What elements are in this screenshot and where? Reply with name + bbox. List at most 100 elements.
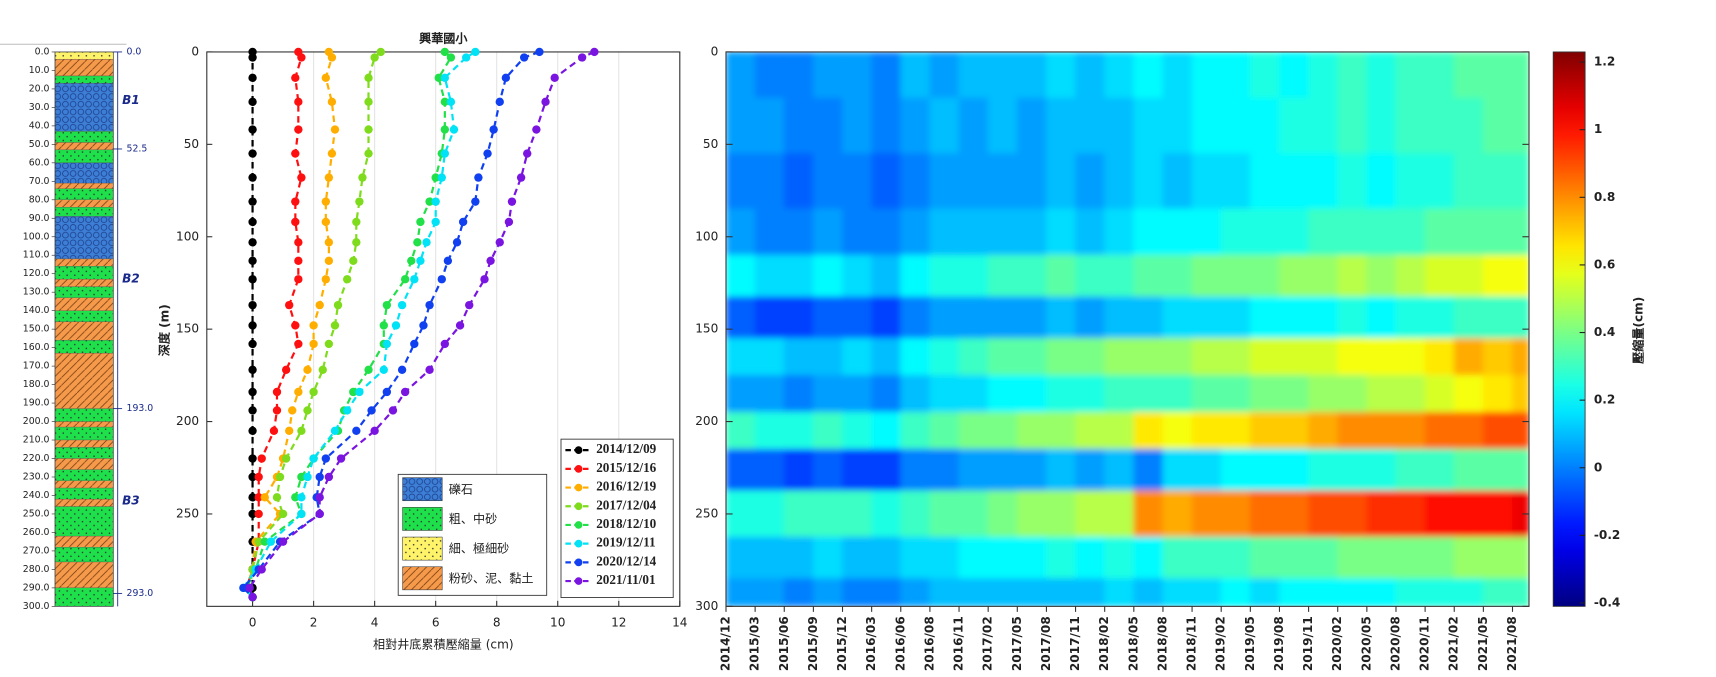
heatmap-cell (987, 448, 1018, 492)
profile-point (254, 537, 263, 546)
heatmap-cell (783, 338, 814, 376)
heatmap-cell (1512, 411, 1530, 450)
lithology-layer (54, 182, 114, 189)
profile-point (397, 365, 407, 374)
lithology-layer (54, 499, 114, 507)
heatmap-cell (726, 97, 756, 154)
x-tick-label: 2 (310, 615, 318, 629)
depth-tick-label: 190.0 (23, 398, 50, 409)
heatmap-cell (1046, 411, 1076, 450)
x-tick-label: 2018/11 (1185, 616, 1199, 671)
lithology-layer (54, 266, 114, 280)
x-tick-label: 2016/06 (893, 616, 907, 671)
heatmap-cell (1308, 338, 1339, 376)
heatmap-cell (1133, 536, 1164, 579)
heatmap-cell (1366, 51, 1397, 99)
heatmap-cell (813, 375, 843, 413)
heatmap-cell (842, 448, 872, 492)
heatmap-cell (1162, 51, 1193, 99)
profile-point (315, 509, 324, 519)
heatmap-cell (1075, 338, 1106, 376)
depth-tick-label: 0.0 (35, 46, 50, 57)
heatmap-cell (842, 375, 872, 413)
heatmap-cell (1250, 208, 1280, 256)
lithology-layer (54, 421, 114, 428)
heatmap-cell (1512, 254, 1530, 298)
heatmap-cell (987, 254, 1018, 298)
depth-tick-label: 290.0 (23, 582, 50, 593)
profile-point (254, 493, 263, 502)
heatmap-cell (726, 411, 756, 450)
heatmap-cell (1104, 490, 1135, 538)
profile-point (248, 387, 257, 397)
heatmap-cell (1337, 536, 1368, 579)
heatmap-cell (1453, 296, 1484, 339)
legend-label: 2017/12/04 (596, 497, 656, 512)
lithology-label: 礫石 (449, 481, 473, 496)
heatmap-cell (1424, 254, 1455, 298)
profile-point (272, 406, 282, 415)
legend-marker (574, 465, 583, 473)
profile-point (474, 173, 483, 182)
depth-tick-label: 300.0 (23, 601, 50, 612)
heatmap-cell (1395, 448, 1426, 492)
profile-point (367, 406, 376, 415)
profile-point (248, 149, 257, 158)
profile-point (321, 217, 330, 227)
lithology-layer (54, 310, 114, 322)
heatmap-cell (1220, 536, 1251, 579)
heatmap-cell (929, 254, 960, 298)
x-tick-label: 2021/05 (1476, 616, 1490, 671)
profile-point (333, 300, 343, 310)
lithology-label: 粉砂、泥、黏土 (449, 570, 534, 585)
heatmap-cell (1366, 578, 1397, 607)
heatmap-cell (1512, 51, 1530, 99)
heatmap-cell (1133, 208, 1164, 256)
heatmap-cell (1279, 411, 1309, 450)
legend-marker (574, 558, 583, 567)
profile-point (257, 565, 266, 574)
depth-tick-label: 140.0 (23, 305, 50, 316)
heatmap-cell (1046, 51, 1076, 99)
heatmap-cell (1162, 97, 1193, 154)
heatmap-cell (900, 51, 931, 99)
heatmap-cell (1366, 375, 1397, 413)
profile-point (516, 173, 526, 182)
heatmap-cell (842, 411, 872, 450)
profile-point (309, 387, 318, 397)
x-tick-label: 2019/11 (1301, 616, 1315, 671)
heatmap-cell (1075, 411, 1106, 450)
heatmap-cell (958, 411, 989, 450)
y-tick-label: 250 (695, 506, 718, 520)
heatmap-cell (783, 375, 814, 413)
profile-point (501, 73, 511, 83)
heatmap-cell (1337, 375, 1368, 413)
heatmap-cell (1366, 448, 1397, 492)
profile-point (309, 321, 318, 330)
lithology-layer (54, 447, 114, 459)
profile-point (462, 53, 471, 62)
heatmap-cell (1308, 536, 1339, 579)
profile-point (321, 454, 330, 463)
heatmap-cell (1395, 375, 1426, 413)
profile-point (321, 197, 330, 206)
profile-point (471, 197, 480, 206)
profile-point (440, 47, 450, 57)
heatmap-cell (1453, 97, 1484, 154)
profile-point (248, 339, 257, 349)
profile-point (370, 53, 379, 62)
heatmap-cell (987, 97, 1018, 154)
heatmap-cell (1191, 254, 1222, 298)
heatmap-cell (1046, 153, 1076, 210)
profile-point (486, 256, 495, 265)
lithology-layer (54, 321, 114, 341)
y-tick-label: 250 (176, 506, 199, 520)
heatmap-cell (754, 490, 785, 538)
heatmap-cell (842, 536, 872, 579)
heatmap-cell (900, 296, 931, 339)
heatmap-cell (1512, 578, 1530, 607)
heatmap-cell (1133, 254, 1164, 298)
heatmap-cell (842, 97, 872, 154)
legend-label: 2019/12/11 (596, 535, 655, 550)
heatmap-cell (754, 411, 785, 450)
